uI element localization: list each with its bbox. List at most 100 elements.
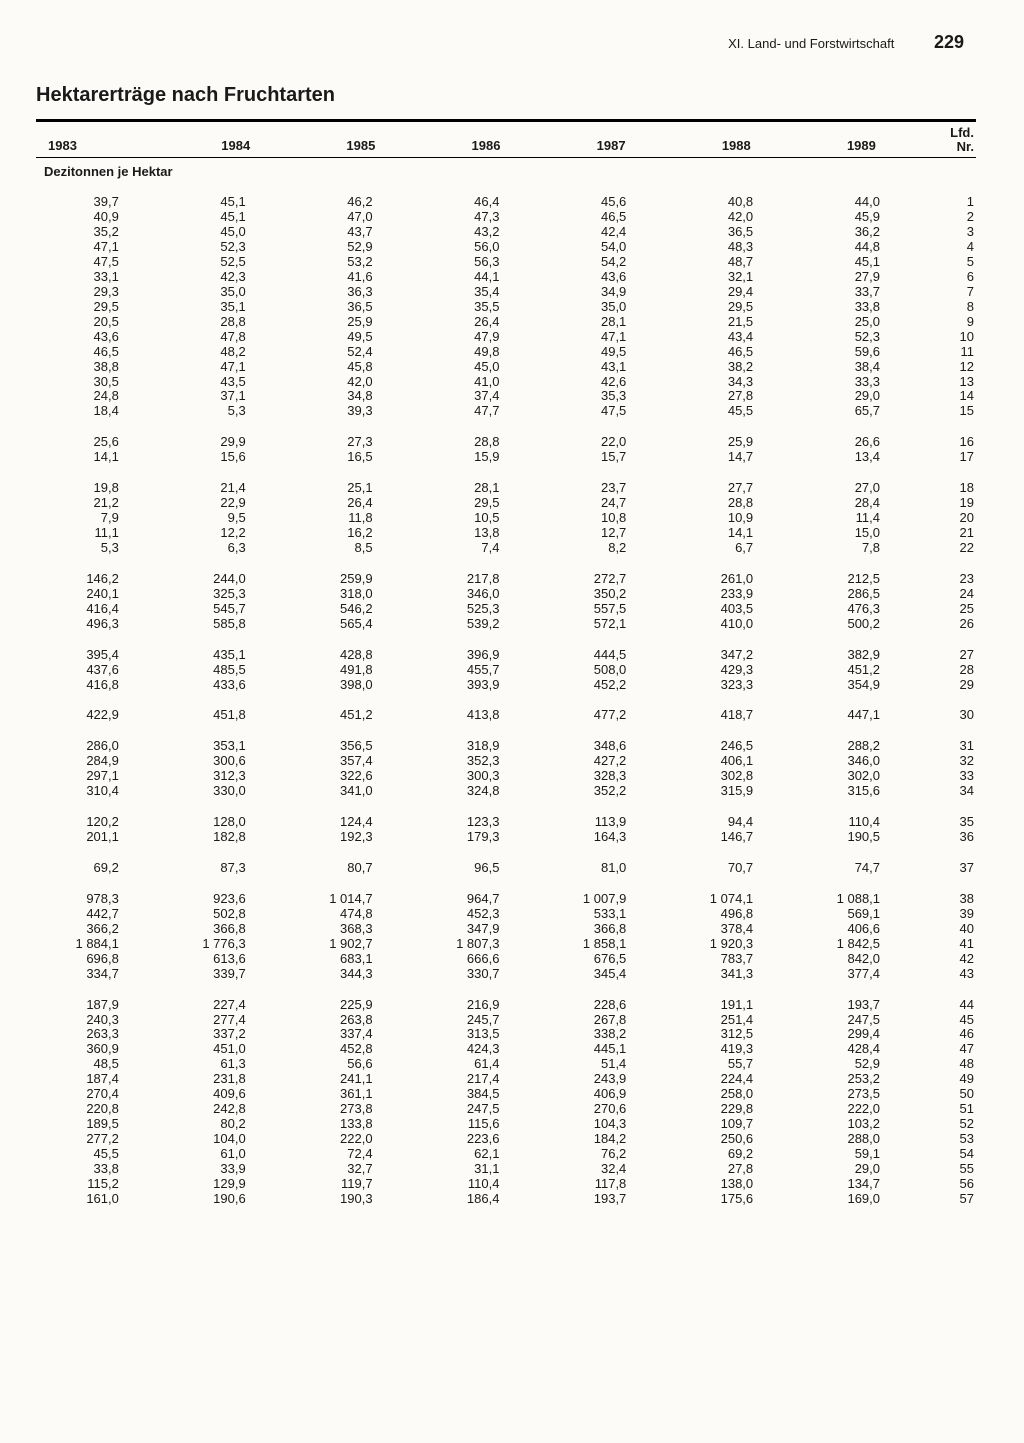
data-cell: 500,2 [797,617,924,632]
data-cell: 277,2 [36,1132,163,1147]
data-cell: 403,5 [670,602,797,617]
data-cell: 115,6 [417,1117,544,1132]
lfd-nr: 35 [924,815,976,830]
data-cell: 14,1 [36,450,163,465]
lfd-nr: 8 [924,300,976,315]
data-cell: 161,0 [36,1192,163,1207]
lfd-nr: 36 [924,830,976,845]
data-cell: 33,1 [36,270,163,285]
data-cell: 113,9 [543,815,670,830]
data-cell: 11,1 [36,526,163,541]
data-cell: 45,0 [417,360,544,375]
data-cell: 297,1 [36,769,163,784]
col-1983: 1983 [36,138,173,153]
data-cell: 348,6 [543,739,670,754]
data-cell: 964,7 [417,892,544,907]
data-cell: 273,8 [290,1102,417,1117]
data-cell: 272,7 [543,572,670,587]
data-cell: 44,1 [417,270,544,285]
data-cell: 35,2 [36,225,163,240]
data-cell: 48,5 [36,1057,163,1072]
section-label: XI. Land- und Forstwirtschaft [728,36,894,51]
data-cell: 224,4 [670,1072,797,1087]
data-cell: 187,4 [36,1072,163,1087]
data-cell: 29,5 [417,496,544,511]
data-cell: 26,4 [290,496,417,511]
data-cell: 360,9 [36,1042,163,1057]
data-cell: 978,3 [36,892,163,907]
lfd-nr: 5 [924,255,976,270]
data-cell: 613,6 [163,952,290,967]
data-cell: 428,4 [797,1042,924,1057]
data-block: 146,2244,0259,9217,8272,7261,0212,523240… [36,572,976,632]
data-block: 39,745,146,246,445,640,844,0140,945,147,… [36,195,976,419]
data-cell: 433,6 [163,678,290,693]
data-cell: 1 858,1 [543,937,670,952]
lfd-nr: 51 [924,1102,976,1117]
lfd-nr: 19 [924,496,976,511]
table-row: 442,7502,8474,8452,3533,1496,8569,139 [36,907,976,922]
data-cell: 124,4 [290,815,417,830]
data-cell: 683,1 [290,952,417,967]
data-cell: 259,9 [290,572,417,587]
data-cell: 243,9 [543,1072,670,1087]
data-cell: 22,9 [163,496,290,511]
lfd-nr: 48 [924,1057,976,1072]
lfd-nr: 15 [924,404,976,419]
table-row: 437,6485,5491,8455,7508,0429,3451,228 [36,663,976,678]
data-cell: 62,1 [417,1147,544,1162]
data-cell: 1 014,7 [290,892,417,907]
table-row: 35,245,043,743,242,436,536,23 [36,225,976,240]
data-cell: 410,0 [670,617,797,632]
data-cell: 28,8 [670,496,797,511]
data-cell: 47,1 [163,360,290,375]
data-cell: 223,6 [417,1132,544,1147]
data-cell: 452,2 [543,678,670,693]
data-cell: 344,3 [290,967,417,982]
data-cell: 416,8 [36,678,163,693]
lfd-nr: 25 [924,602,976,617]
data-cell: 45,5 [36,1147,163,1162]
data-cell: 474,8 [290,907,417,922]
data-cell: 341,0 [290,784,417,799]
data-cell: 6,3 [163,541,290,556]
data-cell: 43,7 [290,225,417,240]
data-cell: 422,9 [36,708,163,723]
data-cell: 288,0 [797,1132,924,1147]
data-cell: 33,8 [797,300,924,315]
data-cell: 35,4 [417,285,544,300]
data-cell: 1 884,1 [36,937,163,952]
data-cell: 345,4 [543,967,670,982]
data-cell: 47,0 [290,210,417,225]
data-cell: 54,0 [543,240,670,255]
data-cell: 96,5 [417,861,544,876]
data-cell: 123,3 [417,815,544,830]
data-cell: 324,8 [417,784,544,799]
data-cell: 377,4 [797,967,924,982]
data-cell: 27,0 [797,481,924,496]
data-cell: 189,5 [36,1117,163,1132]
data-cell: 54,2 [543,255,670,270]
data-cell: 110,4 [797,815,924,830]
data-cell: 220,8 [36,1102,163,1117]
data-cell: 350,2 [543,587,670,602]
data-cell: 23,7 [543,481,670,496]
data-cell: 24,8 [36,389,163,404]
data-cell: 442,7 [36,907,163,922]
column-header-row: 1983 1984 1985 1986 1987 1988 1989 Lfd. … [36,122,976,157]
data-cell: 69,2 [670,1147,797,1162]
data-cell: 334,7 [36,967,163,982]
data-cell: 33,3 [797,375,924,390]
data-cell: 29,3 [36,285,163,300]
data-cell: 250,6 [670,1132,797,1147]
lfd-nr: 2 [924,210,976,225]
data-cell: 347,2 [670,648,797,663]
lfd-nr: 55 [924,1162,976,1177]
data-cell: 28,4 [797,496,924,511]
data-cell: 48,7 [670,255,797,270]
data-cell: 43,6 [543,270,670,285]
lfd-nr: 29 [924,678,976,693]
data-cell: 27,8 [670,389,797,404]
data-cell: 5,3 [163,404,290,419]
data-cell: 13,8 [417,526,544,541]
